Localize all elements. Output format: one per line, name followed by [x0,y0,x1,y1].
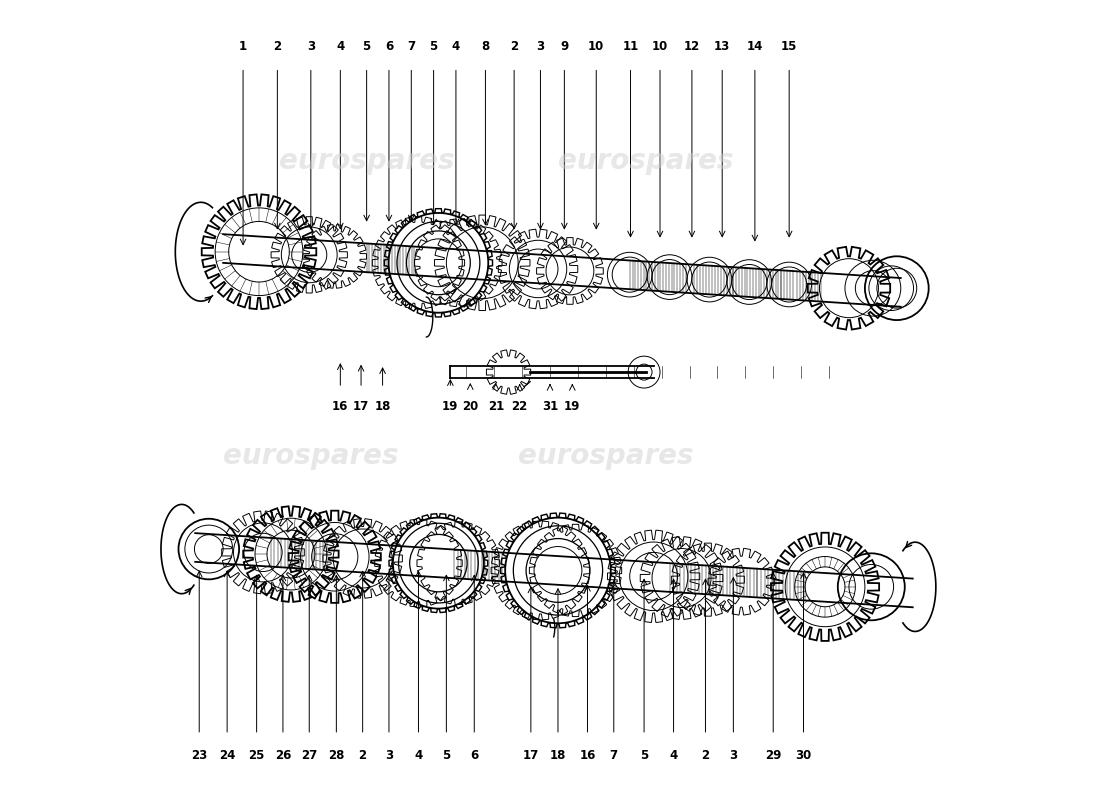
Text: 4: 4 [337,40,344,54]
Text: 31: 31 [542,400,558,413]
Text: 5: 5 [442,749,451,762]
Text: 10: 10 [588,40,604,54]
Text: 9: 9 [560,40,569,54]
Text: 2: 2 [702,749,710,762]
Text: 12: 12 [684,40,700,54]
Text: 3: 3 [307,40,315,54]
Text: 18: 18 [550,749,566,762]
Text: 19: 19 [564,400,581,413]
Text: 3: 3 [537,40,544,54]
Text: 17: 17 [353,400,370,413]
Text: 8: 8 [482,40,490,54]
Text: 4: 4 [452,40,460,54]
Text: 16: 16 [332,400,349,413]
Text: 7: 7 [407,40,416,54]
Text: eurospares: eurospares [558,147,734,175]
Text: eurospares: eurospares [223,442,398,470]
Text: 11: 11 [623,40,639,54]
Text: 5: 5 [429,40,438,54]
Text: 28: 28 [328,749,344,762]
Text: 20: 20 [462,400,478,413]
Text: 18: 18 [374,400,390,413]
Text: 1: 1 [239,40,248,54]
Text: 2: 2 [510,40,518,54]
Text: 24: 24 [219,749,235,762]
Text: 21: 21 [487,400,504,413]
Text: 6: 6 [385,40,393,54]
Text: eurospares: eurospares [279,147,454,175]
Text: 3: 3 [385,749,393,762]
Text: 27: 27 [301,749,318,762]
Text: 22: 22 [512,400,528,413]
Text: 29: 29 [764,749,781,762]
Text: 14: 14 [747,40,763,54]
Text: 15: 15 [781,40,798,54]
Text: 2: 2 [273,40,282,54]
Text: 30: 30 [795,749,812,762]
Text: 4: 4 [415,749,422,762]
Text: 3: 3 [729,749,737,762]
Text: 5: 5 [640,749,648,762]
Text: 19: 19 [442,400,459,413]
Text: 23: 23 [191,749,207,762]
Text: 25: 25 [249,749,265,762]
Text: 4: 4 [670,749,678,762]
Text: 10: 10 [652,40,668,54]
Text: 16: 16 [580,749,596,762]
Text: 2: 2 [359,749,366,762]
Text: 5: 5 [363,40,371,54]
Text: 13: 13 [714,40,730,54]
Text: 7: 7 [609,749,618,762]
Text: eurospares: eurospares [518,442,694,470]
Text: 17: 17 [522,749,539,762]
Text: 26: 26 [275,749,292,762]
Text: 6: 6 [470,749,478,762]
